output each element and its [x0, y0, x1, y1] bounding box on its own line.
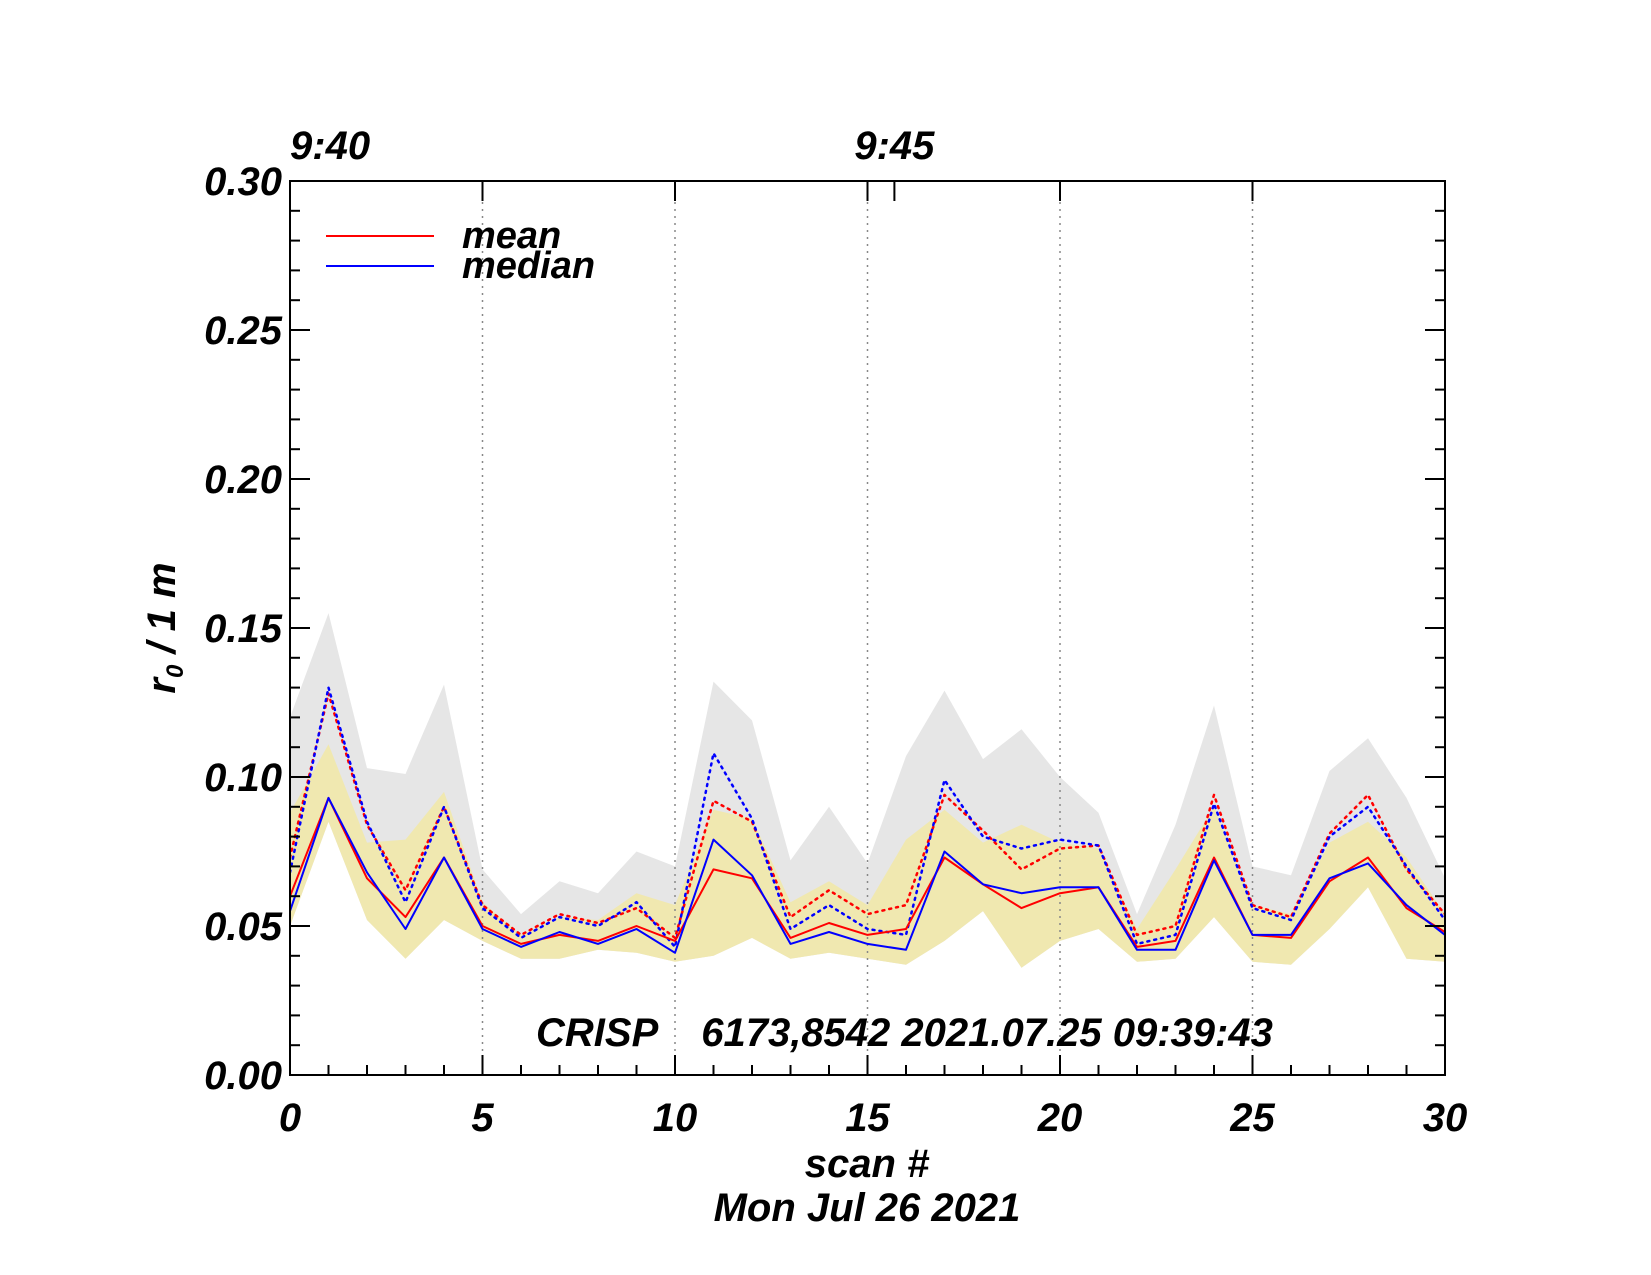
- x-tick-label-0: 0: [279, 1096, 301, 1140]
- y-tick-label-0.15: 0.15: [204, 607, 283, 651]
- legend-mean-label: mean: [462, 215, 561, 257]
- legend-median-label: median: [462, 245, 595, 287]
- x-tick-label-10: 10: [653, 1096, 698, 1140]
- y-axis-title-r: r: [140, 676, 184, 694]
- x-tick-label-15: 15: [845, 1096, 890, 1140]
- top-time-axis: 9:40 9:45: [290, 124, 935, 168]
- top-time-label-1: 9:45: [854, 124, 935, 168]
- y-axis-title-subscript: 0: [162, 664, 189, 678]
- instrument-annotation: CRISP 6173,8542 2021.07.25 09:39:43: [536, 1011, 1273, 1055]
- y-tick-label-0.05: 0.05: [204, 905, 283, 949]
- top-time-label-0: 9:40: [290, 124, 370, 168]
- axis-ticks: [289, 180, 1446, 1076]
- legend: mean median: [326, 215, 595, 287]
- x-tick-label-20: 20: [1037, 1096, 1083, 1140]
- vertical-gridlines: [481, 181, 1254, 1075]
- x-tick-label-5: 5: [471, 1096, 494, 1140]
- series-median: [290, 796, 1445, 954]
- y-tick-label-0.25: 0.25: [204, 309, 283, 353]
- x-axis-title: scan #: [805, 1142, 930, 1186]
- range-bands: [290, 613, 1445, 968]
- band-yellow: [290, 744, 1445, 968]
- x-tick-label-30: 30: [1423, 1096, 1468, 1140]
- y-tick-label-0.30: 0.30: [204, 160, 282, 204]
- x-tick-label-25: 25: [1229, 1096, 1275, 1140]
- series-median-upper-dotted: [290, 686, 1445, 949]
- y-axis-title: r0 / 1 m: [140, 562, 189, 693]
- y-tick-label-0.20: 0.20: [204, 458, 282, 502]
- y-tick-label-0.00: 0.00: [204, 1054, 282, 1098]
- y-axis-title-unit: / 1 m: [140, 562, 184, 664]
- band-gray: [290, 613, 1445, 968]
- data-series: [290, 686, 1445, 954]
- y-tick-label-0.10: 0.10: [204, 756, 282, 800]
- tick-labels: 0 5 10 15 20 25 30 0.00 0.05 0.10 0.15 0.20 0.25 0.30: [204, 160, 1467, 1140]
- date-label: Mon Jul 26 2021: [714, 1186, 1021, 1230]
